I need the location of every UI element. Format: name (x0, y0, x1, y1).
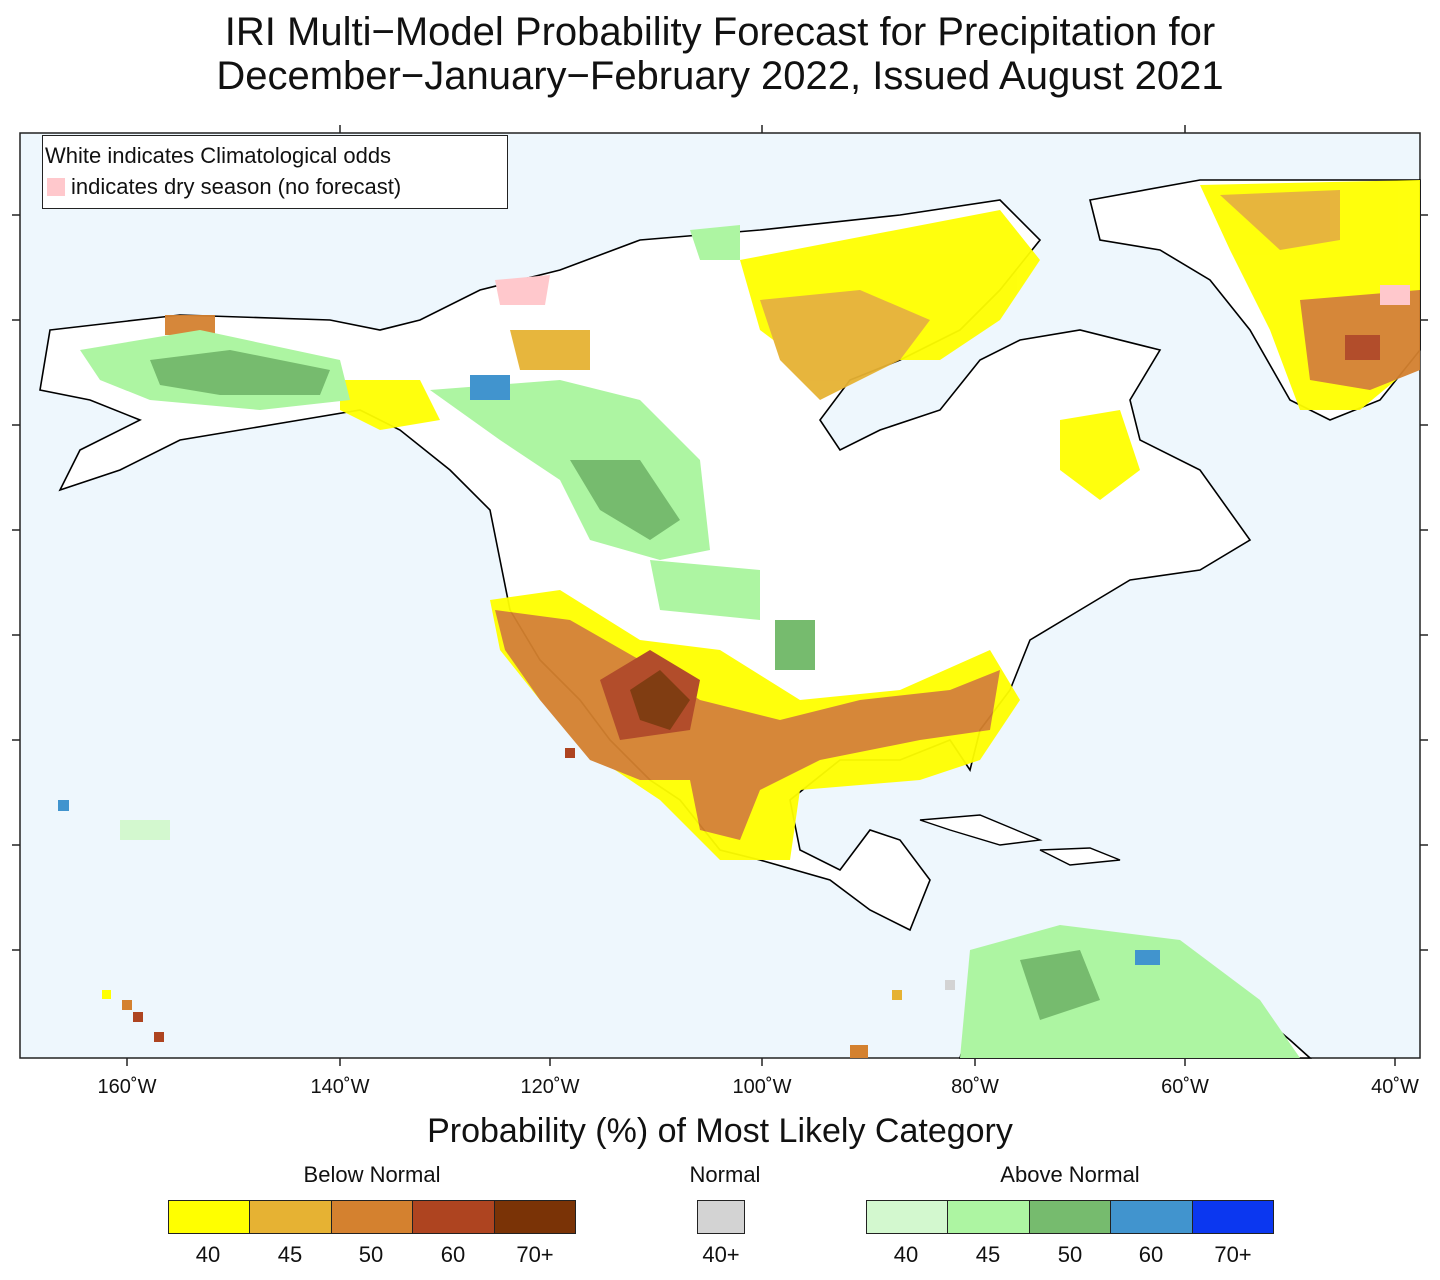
dry-season-note: indicates dry season (no forecast) (45, 171, 507, 202)
below-swatch-40 (169, 1201, 251, 1233)
normal-colorbar (697, 1200, 745, 1234)
x-tick-label: 140˚W (310, 1076, 370, 1098)
below-tick: 70+ (516, 1242, 554, 1267)
above-normal-colorbar (866, 1200, 1274, 1234)
below-swatch-60 (413, 1201, 495, 1233)
x-tick-label: 100˚W (732, 1076, 792, 1098)
above-swatch-60 (1111, 1201, 1193, 1233)
map-note-box: White indicates Climatological odds indi… (42, 135, 508, 209)
above-normal-label: Above Normal (1000, 1162, 1140, 1187)
dry-season-note-text: indicates dry season (no forecast) (71, 174, 402, 199)
isolated-cells (102, 748, 955, 1058)
below-normal-colorbar (168, 1200, 576, 1234)
above-swatch-70+ (1192, 1201, 1274, 1233)
below-tick: 40 (195, 1242, 221, 1267)
above-tick: 40 (893, 1242, 919, 1267)
x-tick-label: 60˚W (1161, 1076, 1209, 1098)
dry-season-swatch (47, 178, 65, 196)
normal-label: Normal (689, 1162, 761, 1187)
x-tick-label: 80˚W (951, 1076, 999, 1098)
below-tick: 50 (358, 1242, 384, 1267)
title-line-1: IRI Multi−Model Probability Forecast for… (224, 10, 1216, 54)
normal-swatch-40+ (698, 1201, 744, 1233)
below-normal-label: Below Normal (303, 1162, 441, 1187)
above-tick: 50 (1057, 1242, 1083, 1267)
below-swatch-70+ (494, 1201, 576, 1233)
cuba-land (919, 814, 1043, 846)
above-swatch-45 (948, 1201, 1030, 1233)
below-swatch-50 (331, 1201, 414, 1233)
below-swatch-45 (250, 1201, 332, 1233)
x-tick-label: 160˚W (97, 1076, 157, 1098)
above-tick: 70+ (1214, 1242, 1252, 1267)
below-tick: 60 (440, 1242, 466, 1267)
dry-season-patches (495, 275, 1410, 305)
below-tick: 45 (277, 1242, 303, 1267)
x-tick-label: 40˚W (1371, 1076, 1419, 1098)
title-line-2: December−January−February 2022, Issued A… (216, 54, 1224, 98)
above-tick: 60 (1138, 1242, 1164, 1267)
x-tick-label: 120˚W (520, 1076, 580, 1098)
above-normal-patches (58, 225, 1300, 1058)
colorbar-title: Probability (%) of Most Likely Category (427, 1112, 1013, 1150)
below-normal-patches (165, 180, 1420, 860)
map-title: IRI Multi−Model Probability Forecast for… (0, 10, 1440, 98)
forecast-map (12, 125, 1428, 1066)
climatological-odds-note: White indicates Climatological odds (45, 143, 392, 168)
axis-ticks (12, 125, 1428, 1066)
hispaniola-land (1039, 847, 1121, 866)
above-swatch-50 (1029, 1201, 1112, 1233)
above-swatch-40 (867, 1201, 949, 1233)
above-tick: 45 (975, 1242, 1001, 1267)
normal-tick: 40+ (702, 1242, 740, 1267)
